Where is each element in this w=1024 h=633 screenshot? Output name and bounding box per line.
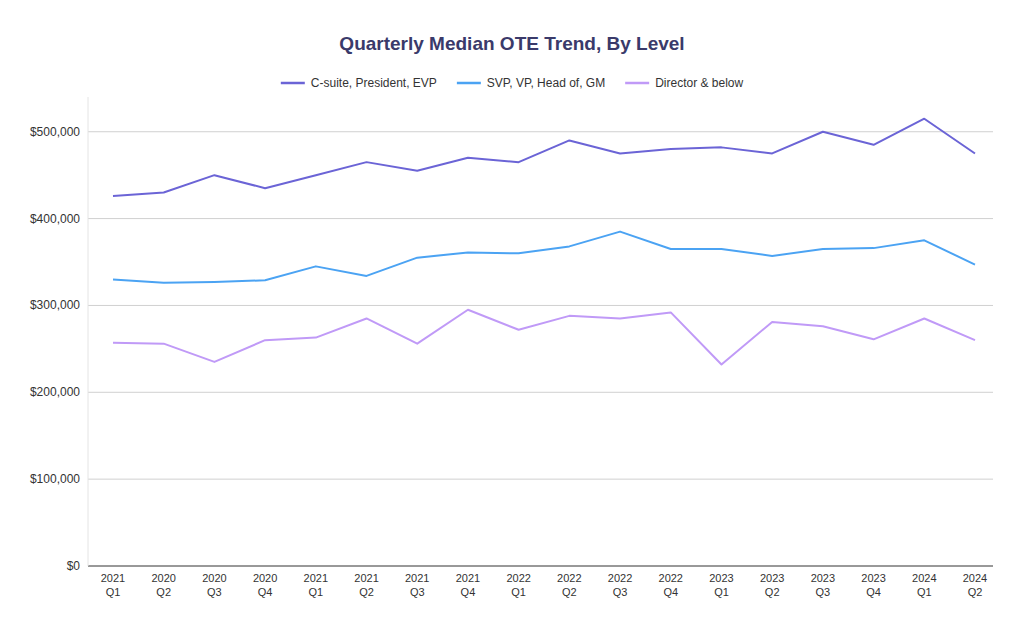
x-tick-label-part: 2023	[811, 572, 835, 584]
y-tick-label: $100,000	[30, 472, 80, 486]
x-tick-label: 2022 Q1	[506, 572, 530, 598]
x-tick-label: 2022 Q3	[608, 572, 632, 598]
x-tick-label: 2024 Q2	[963, 572, 987, 598]
series-line	[113, 119, 975, 196]
grid-line	[88, 131, 993, 132]
x-tick-label-part: Q1	[511, 586, 526, 598]
y-tick-label: $0	[67, 559, 81, 573]
x-tick-label-part: 2023	[760, 572, 784, 584]
x-tick-label-part: 2021	[101, 572, 125, 584]
y-axis-line	[88, 97, 89, 566]
x-tick-label-part: 2021	[456, 572, 480, 584]
grid-line	[88, 479, 993, 480]
x-tick-label-part: Q3	[816, 586, 831, 598]
y-tick-label: $500,000	[30, 125, 80, 139]
x-tick-label-part: 2021	[405, 572, 429, 584]
legend-label: C-suite, President, EVP	[311, 76, 437, 90]
x-tick-label-part: 2022	[557, 572, 581, 584]
legend-swatch	[625, 82, 649, 85]
series-group	[113, 119, 975, 365]
x-tick-label-part: 2022	[659, 572, 683, 584]
grid-line	[88, 566, 993, 567]
x-tick-label: 2023 Q3	[811, 572, 835, 598]
x-tick-label-part: Q2	[968, 586, 983, 598]
x-tick-label-part: 2022	[608, 572, 632, 584]
x-tick-label-part: 2024	[963, 572, 987, 584]
x-tick-label-part: Q4	[258, 586, 273, 598]
legend: C-suite, President, EVP SVP, VP, Head of,…	[281, 76, 744, 90]
x-tick-label-part: Q1	[106, 586, 121, 598]
x-tick-label: 2022 Q2	[557, 572, 581, 598]
x-tick-label-part: Q4	[663, 586, 678, 598]
grid-line	[88, 392, 993, 393]
x-tick-label: 2024 Q1	[912, 572, 936, 598]
x-tick-label-part: 2023	[709, 572, 733, 584]
x-tick-label-part: Q1	[308, 586, 323, 598]
x-tick-label: 2021 Q1	[101, 572, 125, 598]
x-tick-label-part: 2022	[506, 572, 530, 584]
title: Quarterly Median OTE Trend, By Level	[339, 33, 684, 54]
x-tick-label-part: Q2	[562, 586, 577, 598]
x-tick-label-part: Q4	[461, 586, 476, 598]
x-tick-label-part: 2020	[151, 572, 175, 584]
x-tick-label-part: Q2	[765, 586, 780, 598]
x-tick-label: 2020 Q4	[253, 572, 277, 598]
x-tick-label-part: 2020	[202, 572, 226, 584]
x-tick-label: 2022 Q4	[659, 572, 683, 598]
x-tick-label-part: 2020	[253, 572, 277, 584]
x-tick-label: 2020 Q2	[151, 572, 175, 598]
x-tick-label: 2023 Q4	[861, 572, 885, 598]
series-line	[113, 310, 975, 365]
legend-label: Director & below	[655, 76, 743, 90]
x-tick-label-part: 2021	[354, 572, 378, 584]
x-tick-label: 2020 Q3	[202, 572, 226, 598]
grid	[88, 132, 993, 566]
x-tick-label-part: Q2	[359, 586, 374, 598]
legend-swatch	[457, 82, 481, 85]
x-tick-label-part: Q2	[156, 586, 171, 598]
x-tick-label-part: Q4	[866, 586, 881, 598]
x-tick-label-part: Q1	[714, 586, 729, 598]
x-tick-label: 2021 Q4	[456, 572, 480, 598]
x-tick-label-part: 2024	[912, 572, 936, 584]
x-tick-label-part: 2023	[861, 572, 885, 584]
x-tick-label-part: Q3	[410, 586, 425, 598]
series-line	[113, 232, 975, 283]
grid-line	[88, 305, 993, 306]
x-tick-label-part: 2021	[304, 572, 328, 584]
legend-label: SVP, VP, Head of, GM	[487, 76, 605, 90]
chart: Quarterly Median OTE Trend, By Level $0 $1…	[0, 0, 1024, 633]
x-tick-label-part: Q3	[613, 586, 628, 598]
grid-line	[88, 218, 993, 219]
x-tick-label: 2023 Q1	[709, 572, 733, 598]
y-tick-label: $400,000	[30, 212, 80, 226]
x-tick-label: 2021 Q2	[354, 572, 378, 598]
y-tick-label: $200,000	[30, 385, 80, 399]
y-tick-label: $300,000	[30, 298, 80, 312]
x-tick-label-part: Q1	[917, 586, 932, 598]
x-tick-label: 2021 Q3	[405, 572, 429, 598]
legend-swatch	[281, 82, 305, 85]
x-tick-label: 2021 Q1	[304, 572, 328, 598]
x-tick-label: 2023 Q2	[760, 572, 784, 598]
x-tick-label-part: Q3	[207, 586, 222, 598]
